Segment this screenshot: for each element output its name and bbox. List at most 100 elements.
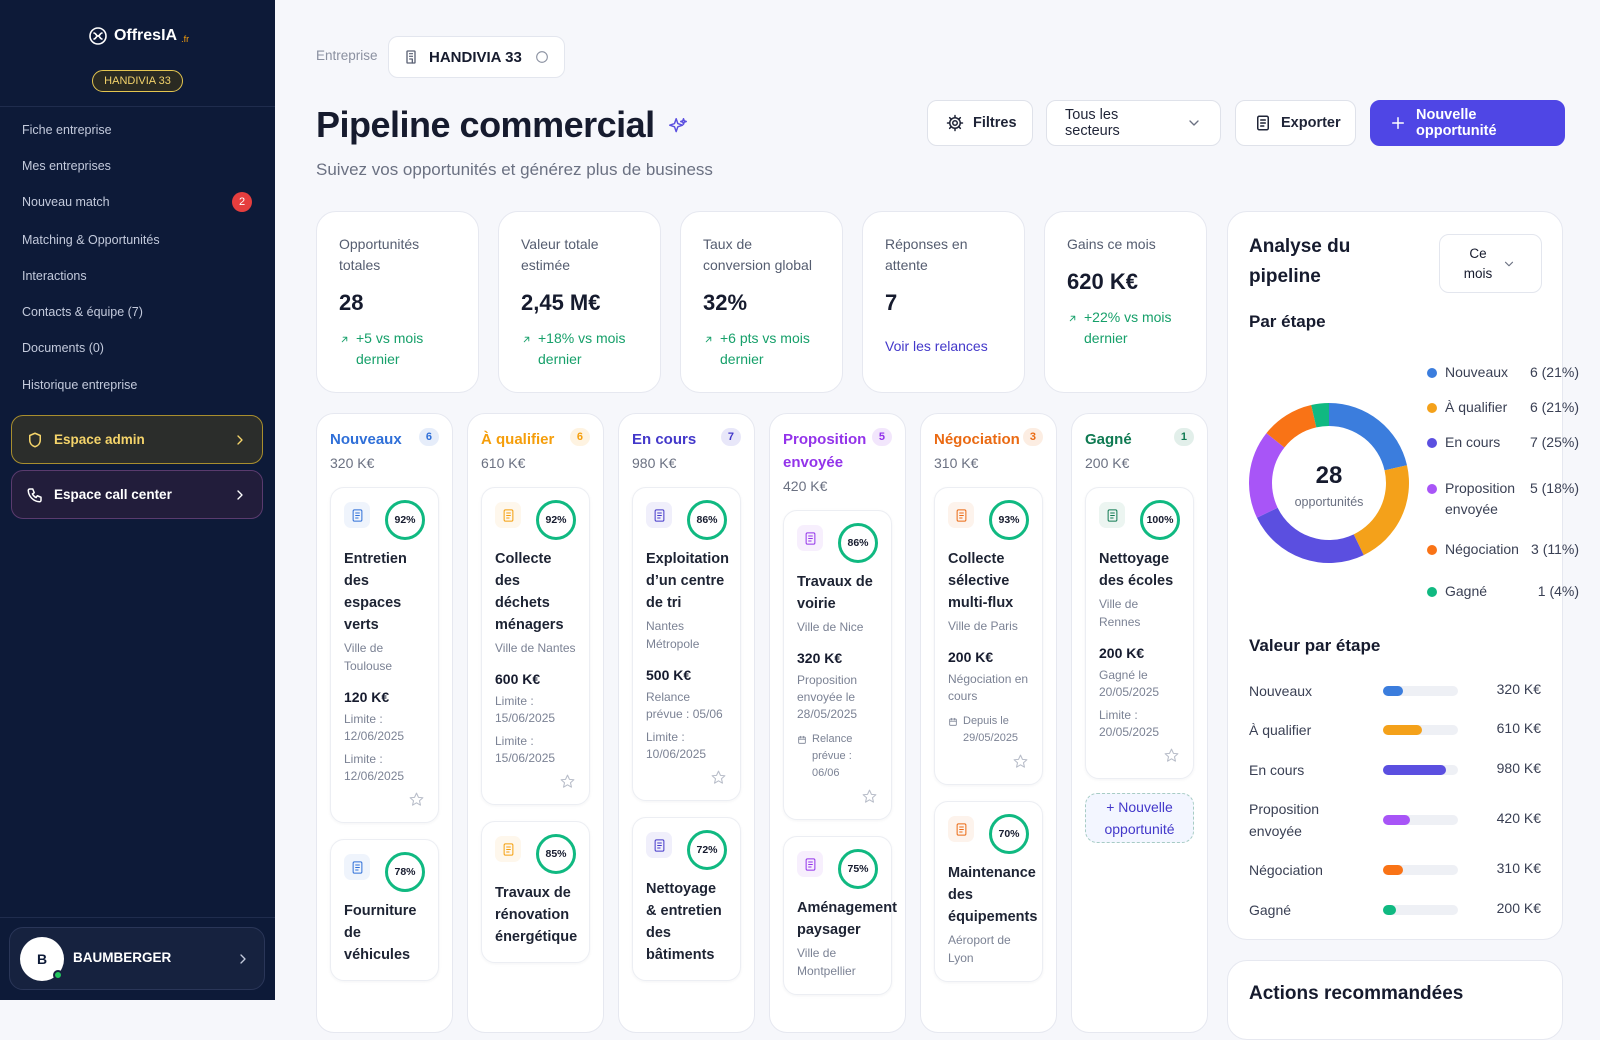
opportunity-card[interactable]: 75% Aménagement paysager Ville de Montpell…: [783, 836, 897, 995]
sidebar: OffresIA .fr HANDIVIA 33 Fiche entreprise Me…: [0, 0, 275, 1000]
bar-value: 980 K€: [1496, 760, 1541, 776]
chevron-part: [1189, 120, 1199, 126]
add-opportunity[interactable]: + Nouvelle opportunité: [1085, 793, 1194, 843]
column-name: Proposition envoyée: [783, 431, 867, 471]
card-icon: [646, 502, 672, 528]
score: 86%: [696, 514, 718, 526]
period-select[interactable]: Ce mois: [1439, 234, 1542, 293]
opportunity-card[interactable]: 85% Travaux de rénovation énergétique: [481, 821, 590, 963]
card-icon-glyph-part: [956, 822, 966, 836]
nav-item[interactable]: Documents (0): [0, 336, 275, 360]
building-icon: [406, 50, 416, 64]
nav-item[interactable]: Contacts & équipe (7): [0, 300, 275, 324]
space-button[interactable]: Espace call center: [11, 470, 263, 519]
card-icon: [1099, 502, 1125, 528]
legend-value: 3 (11%): [1531, 541, 1579, 557]
score: 92%: [394, 514, 416, 526]
bar: [1383, 815, 1410, 825]
nav-item[interactable]: Matching & Opportunités: [0, 228, 275, 252]
legend-label: Gagné: [1445, 583, 1488, 599]
logo: OffresIA .fr: [0, 24, 275, 48]
kpi-delta: +22% vs mois dernier: [1067, 307, 1184, 349]
column-total: 200 K€: [1085, 455, 1130, 471]
nav-item[interactable]: Historique entreprise: [0, 373, 275, 397]
button-icon: [946, 114, 964, 132]
opportunity-card[interactable]: 100% Nettoyage des écoles Ville de Rennes 2…: [1085, 487, 1194, 779]
card-icon: [495, 836, 521, 862]
header-button[interactable]: Tous les secteurs: [1046, 100, 1221, 146]
nav-label: Matching & Opportunités: [22, 233, 160, 247]
nav-item[interactable]: Interactions: [0, 264, 275, 288]
card-org: Ville de Montpellier: [797, 946, 856, 978]
star-icon: [560, 774, 575, 788]
donut-segment: [1329, 403, 1407, 471]
card-note-text: Depuis le 29/05/2025: [963, 715, 1019, 744]
chart-title: Valeur par étape: [1249, 636, 1381, 655]
column-header: Gagné 1: [1072, 428, 1207, 451]
space-label: Espace admin: [54, 432, 145, 447]
kpi-label: Réponses en attente: [885, 236, 968, 273]
calendar-icon: [798, 735, 806, 744]
panel-title: Analyse du pipeline: [1249, 236, 1351, 287]
score: 93%: [998, 514, 1020, 526]
column-name: Nouveaux: [330, 431, 402, 448]
kpi-label: Opportunités totales: [339, 236, 420, 273]
analysis-panel: Analyse du pipeline Ce mois Par étape 28 opp…: [1227, 211, 1579, 940]
card-top: 86%: [646, 500, 727, 540]
column-name: En cours: [632, 431, 697, 448]
card-org: Ville de Toulouse: [344, 641, 393, 673]
kpi-delta: +5 vs mois dernier: [339, 328, 456, 370]
opportunity-card[interactable]: 72% Nettoyage & entretien des bâtiments: [632, 817, 741, 981]
opportunity-card[interactable]: 93% Collecte sélective multi-flux Ville de…: [934, 487, 1043, 785]
column-name: Gagné: [1085, 431, 1132, 448]
column-count: 6: [418, 428, 439, 446]
nav-item[interactable]: Mes entreprises: [0, 154, 275, 178]
donut-chart: 28 opportunités: [1249, 403, 1409, 563]
nav-item[interactable]: Nouveau match 2: [0, 190, 275, 214]
bar-value: 610 K€: [1496, 720, 1541, 736]
actions-panel: Actions recommandées: [1227, 960, 1563, 1040]
card-icon-glyph: [805, 531, 815, 545]
space-icon-part: [27, 487, 42, 502]
opportunity-card[interactable]: 86% Travaux de voirie Ville de Nice 320 K€ P…: [783, 510, 892, 820]
header-button[interactable]: Nouvelle opportunité: [1370, 100, 1565, 146]
logo-icon: [89, 27, 107, 45]
card-top: 92%: [495, 500, 576, 540]
legend-value: 6 (21%): [1529, 399, 1579, 415]
user-box[interactable]: B BAUMBERGER: [9, 927, 265, 990]
header-button[interactable]: Exporter: [1235, 100, 1356, 146]
bar-value: 320 K€: [1496, 681, 1541, 697]
opportunity-card[interactable]: 92% Collecte des déchets ménagers Ville de…: [481, 487, 590, 805]
bar-label: Proposition envoyée: [1249, 801, 1320, 839]
period-label: Ce mois: [1463, 245, 1493, 281]
card-org: Ville de Nice: [797, 620, 864, 634]
card-line: Relance prévue : 05/06: [646, 690, 723, 721]
space-button[interactable]: Espace admin: [11, 415, 263, 464]
card-amount: 120 K€: [344, 689, 390, 705]
trend-icon: [1069, 315, 1076, 322]
kanban-column: Gagné 1 200 K€ 100% Nettoyage des écoles Vill…: [1071, 413, 1208, 1033]
calendar-icon-part: [798, 736, 806, 744]
card-top: 75%: [797, 849, 878, 889]
donut-segment: [1311, 403, 1329, 428]
chevron: [240, 954, 246, 964]
chevron-part: [240, 954, 246, 964]
button-icon-part: [1260, 119, 1266, 127]
card-amount: 600 K€: [495, 671, 541, 687]
calendar-icon-part: [949, 718, 957, 726]
kpi-link[interactable]: Voir les relances: [885, 338, 988, 354]
nav-item[interactable]: Fiche entreprise: [0, 118, 275, 142]
user-name: BAUMBERGER: [73, 950, 172, 965]
kanban-column: À qualifier 6 610 K€ 92% Collecte des déchet…: [467, 413, 604, 1033]
opportunity-card[interactable]: 70% Maintenance des équipements Aéroport d…: [934, 801, 1043, 982]
kpi-value: 2,45 M€: [521, 290, 601, 315]
opportunity-card[interactable]: 86% Exploitation d’un centre de tri Nantes…: [632, 487, 741, 801]
star-icon-part: [1164, 748, 1179, 762]
column-count: 3: [1022, 428, 1043, 446]
column-total: 610 K€: [481, 455, 526, 471]
header-button[interactable]: Filtres: [927, 100, 1033, 146]
company-chip[interactable]: HANDIVIA 33: [388, 36, 565, 78]
chevron-part: [1504, 261, 1514, 266]
opportunity-card[interactable]: 92% Entretien des espaces verts Ville de T…: [330, 487, 439, 823]
opportunity-card[interactable]: 78% Fourniture de véhicules: [330, 839, 439, 981]
